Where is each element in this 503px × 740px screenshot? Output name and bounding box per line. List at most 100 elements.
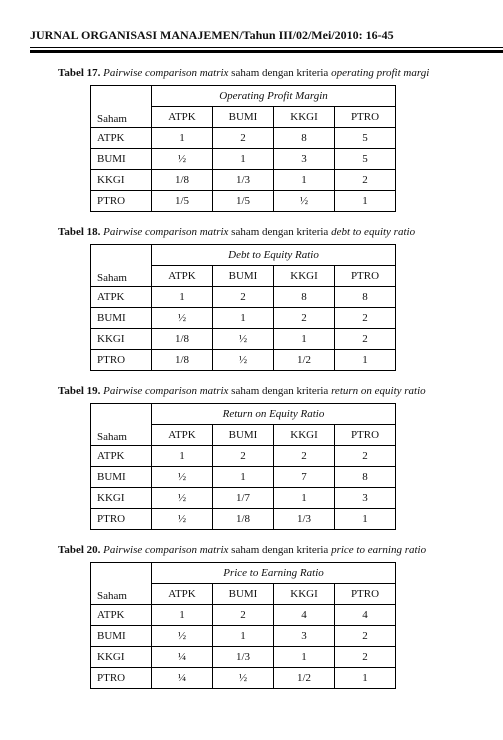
caption-italic: Pairwise comparison matrix xyxy=(103,544,228,556)
col-header: PTRO xyxy=(335,266,396,287)
caption-italic: Pairwise comparison matrix xyxy=(103,226,228,238)
caption-italic: operating profit margi xyxy=(331,67,429,79)
cell: 1/3 xyxy=(213,170,274,191)
table-row: BUMI½132 xyxy=(91,626,396,647)
cell: 1/8 xyxy=(152,329,213,350)
row-label: KKGI xyxy=(91,170,152,191)
table-row: PTRO1/51/5½1 xyxy=(91,191,396,212)
cell: 1 xyxy=(335,191,396,212)
cell: ½ xyxy=(213,329,274,350)
cell: 4 xyxy=(274,605,335,626)
table-row: PTRO¼½1/21 xyxy=(91,668,396,689)
journal-header: JURNAL ORGANISASI MANAJEMEN/Tahun III/02… xyxy=(30,28,503,43)
row-label: PTRO xyxy=(91,350,152,371)
cell: ½ xyxy=(152,308,213,329)
cell: 8 xyxy=(335,287,396,308)
caption-italic: return on equity ratio xyxy=(331,385,426,397)
cell: 2 xyxy=(213,287,274,308)
cell: 1 xyxy=(335,509,396,530)
table-row: ATPK1285 xyxy=(91,128,396,149)
group-header: Operating Profit Margin xyxy=(152,86,396,107)
pairwise-table: Saham Debt to Equity Ratio ATPK BUMI KKG… xyxy=(90,244,396,371)
caption-label: Tabel 18. xyxy=(58,226,100,238)
cell: 1 xyxy=(213,149,274,170)
col-header: PTRO xyxy=(335,107,396,128)
cell: ½ xyxy=(213,350,274,371)
cell: 2 xyxy=(213,446,274,467)
col-header: KKGI xyxy=(274,266,335,287)
cell: 1/5 xyxy=(152,191,213,212)
caption-label: Tabel 17. xyxy=(58,67,100,79)
cell: 1 xyxy=(152,128,213,149)
table-row: KKGI1/81/312 xyxy=(91,170,396,191)
cell: ¼ xyxy=(152,668,213,689)
col-header: BUMI xyxy=(213,425,274,446)
caption-italic: Pairwise comparison matrix xyxy=(103,385,228,397)
cell: 2 xyxy=(335,170,396,191)
cell: 1 xyxy=(274,170,335,191)
cell: ½ xyxy=(274,191,335,212)
caption-italic: debt to equity ratio xyxy=(331,226,415,238)
col-header: PTRO xyxy=(335,425,396,446)
cell: 5 xyxy=(335,128,396,149)
cell: ½ xyxy=(152,488,213,509)
cell: 1/5 xyxy=(213,191,274,212)
cell: 1 xyxy=(213,467,274,488)
col-header: KKGI xyxy=(274,584,335,605)
row-label: KKGI xyxy=(91,329,152,350)
table-caption: Tabel 20. Pairwise comparison matrix sah… xyxy=(58,544,503,556)
cell: 1 xyxy=(335,350,396,371)
cell: 1 xyxy=(335,668,396,689)
col-header: BUMI xyxy=(213,266,274,287)
pairwise-table: Saham Operating Profit Margin ATPK BUMI … xyxy=(90,85,396,212)
saham-header: Saham xyxy=(91,245,152,287)
caption-text: saham dengan kriteria xyxy=(228,67,331,79)
table-caption: Tabel 19. Pairwise comparison matrix sah… xyxy=(58,385,503,397)
table-row: KKGI1/8½12 xyxy=(91,329,396,350)
cell: 1 xyxy=(274,647,335,668)
table-row: BUMI½122 xyxy=(91,308,396,329)
pairwise-table: Saham Price to Earning Ratio ATPK BUMI K… xyxy=(90,562,396,689)
cell: 2 xyxy=(213,605,274,626)
table-row: KKGI¼1/312 xyxy=(91,647,396,668)
cell: 1/2 xyxy=(274,668,335,689)
row-label: BUMI xyxy=(91,626,152,647)
cell: 1/3 xyxy=(213,647,274,668)
col-header: ATPK xyxy=(152,107,213,128)
cell: 2 xyxy=(335,647,396,668)
col-header: ATPK xyxy=(152,266,213,287)
col-header: ATPK xyxy=(152,584,213,605)
cell: 2 xyxy=(213,128,274,149)
header-rule xyxy=(30,47,503,48)
page: JURNAL ORGANISASI MANAJEMEN/Tahun III/02… xyxy=(0,0,503,740)
cell: 1 xyxy=(152,446,213,467)
caption-text: saham dengan kriteria xyxy=(228,226,331,238)
row-label: BUMI xyxy=(91,149,152,170)
table-row: ATPK1244 xyxy=(91,605,396,626)
table-caption: Tabel 17. Pairwise comparison matrix sah… xyxy=(58,67,503,79)
caption-italic: Pairwise comparison matrix xyxy=(103,67,228,79)
cell: 1/2 xyxy=(274,350,335,371)
cell: 2 xyxy=(335,329,396,350)
col-header: KKGI xyxy=(274,425,335,446)
cell: 4 xyxy=(335,605,396,626)
col-header: KKGI xyxy=(274,107,335,128)
row-label: KKGI xyxy=(91,488,152,509)
row-label: KKGI xyxy=(91,647,152,668)
row-label: BUMI xyxy=(91,467,152,488)
row-label: BUMI xyxy=(91,308,152,329)
caption-label: Tabel 20. xyxy=(58,544,100,556)
cell: 2 xyxy=(274,308,335,329)
group-header: Return on Equity Ratio xyxy=(152,404,396,425)
cell: 8 xyxy=(274,287,335,308)
cell: ½ xyxy=(152,149,213,170)
cell: 7 xyxy=(274,467,335,488)
saham-header: Saham xyxy=(91,404,152,446)
cell: ½ xyxy=(213,668,274,689)
cell: 3 xyxy=(274,626,335,647)
table-row: PTRO1/8½1/21 xyxy=(91,350,396,371)
table-caption: Tabel 18. Pairwise comparison matrix sah… xyxy=(58,226,503,238)
cell: 8 xyxy=(335,467,396,488)
row-label: ATPK xyxy=(91,287,152,308)
cell: 2 xyxy=(335,308,396,329)
